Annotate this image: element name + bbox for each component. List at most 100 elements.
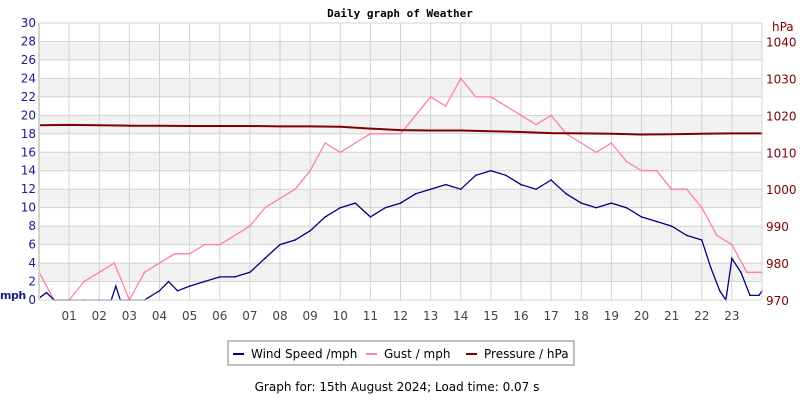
y-tick-label: 2 [28,275,36,289]
x-tick-label: 18 [574,309,589,323]
data-point-wind [203,280,206,283]
x-tick-label: 02 [92,309,107,323]
data-point-pressure [459,129,462,132]
legend-label-gust: Gust / mph [384,347,450,361]
y-tick-label: 10 [21,201,36,215]
x-tick-label: 07 [242,309,257,323]
data-point-wind [309,229,311,232]
data-point-gust [188,253,191,255]
data-point-wind [115,285,117,287]
data-point-pressure [309,125,311,128]
data-point-gust [113,262,116,264]
data-point-gust [218,243,221,246]
data-point-gust [339,151,342,154]
data-point-gust [655,169,658,172]
data-point-pressure [580,132,583,135]
data-point-gust [459,77,462,80]
data-point-gust [384,133,387,135]
x-tick-label: 08 [272,309,287,323]
y2-tick-label: 1020 [766,109,797,123]
y-tick-label: 4 [28,256,36,270]
data-point-gust [294,188,296,190]
data-point-wind [459,188,462,190]
data-point-wind [565,193,567,195]
x-tick-label: 22 [694,309,709,323]
x-tick-label: 01 [61,309,76,323]
x-tick-label: 06 [212,309,227,323]
data-point-wind [550,179,552,181]
data-point-wind [505,174,507,177]
data-point-wind [700,239,703,241]
x-tick-label: 20 [634,309,649,323]
y-tick-label: 16 [21,145,36,159]
data-point-pressure [68,124,70,126]
data-point-gust [731,243,733,246]
data-point-wind [719,289,721,292]
data-point-wind [520,183,522,186]
x-tick-label: 21 [664,309,679,323]
data-point-wind [610,202,613,204]
data-point-gust [98,271,101,274]
y2-tick-label: 1010 [766,146,797,160]
data-point-gust [490,96,492,98]
data-point-wind [339,206,342,209]
data-point-gust [625,160,628,163]
data-point-gust [716,234,718,237]
y2-tick-label: 1000 [766,183,797,197]
data-point-gust [429,96,432,98]
data-point-pressure [249,125,251,127]
data-point-gust [685,188,688,190]
y2-tick-label: 1040 [766,35,797,49]
data-point-wind [580,202,583,204]
data-point-pressure [670,133,673,135]
data-point-wind [167,280,170,283]
data-point-wind [758,294,760,297]
footer-text: Graph for: 15th August 2024; Load time: … [255,380,540,394]
data-point-wind [234,276,236,278]
data-point-pressure [279,125,281,128]
y-tick-label: 28 [21,34,36,48]
data-point-wind [279,243,281,246]
data-point-gust [249,225,251,227]
x-tick-label: 19 [604,309,619,323]
legend-label-wind: Wind Speed /mph [251,347,357,361]
data-point-wind [354,202,357,204]
data-point-pressure [700,133,703,135]
x-tick-label: 14 [453,309,468,323]
data-point-pressure [369,127,372,130]
data-point-wind [429,188,432,190]
data-point-wind [731,257,733,260]
y2-tick-label: 970 [766,294,789,308]
x-tick-label: 17 [543,309,558,323]
x-tick-label: 10 [333,309,348,323]
data-point-gust [354,142,357,144]
y-tick-label: 12 [21,182,36,196]
data-point-wind [264,257,266,260]
y-tick-label: 22 [21,90,36,104]
data-point-pressure [158,124,161,127]
y-tick-label: 8 [28,219,36,233]
legend-label-pressure: Pressure / hPa [484,347,569,361]
data-point-gust [444,105,447,107]
data-point-gust [505,105,507,107]
data-point-pressure [520,131,522,133]
data-point-gust [746,271,748,274]
y-tick-label: 24 [21,71,36,85]
data-point-gust [173,253,176,255]
x-tick-label: 15 [483,309,498,323]
data-point-wind [595,206,598,209]
data-point-wind [749,294,751,297]
data-point-wind [384,206,387,209]
x-tick-label: 09 [302,309,317,323]
data-point-wind [685,234,688,237]
data-point-pressure [490,130,492,133]
data-point-wind [158,289,161,292]
data-point-gust [535,123,537,126]
data-point-gust [143,271,146,274]
data-point-wind [625,206,628,209]
data-point-wind [640,216,643,218]
data-point-pressure [218,125,221,127]
data-point-wind [176,289,179,292]
data-point-pressure [610,133,613,135]
